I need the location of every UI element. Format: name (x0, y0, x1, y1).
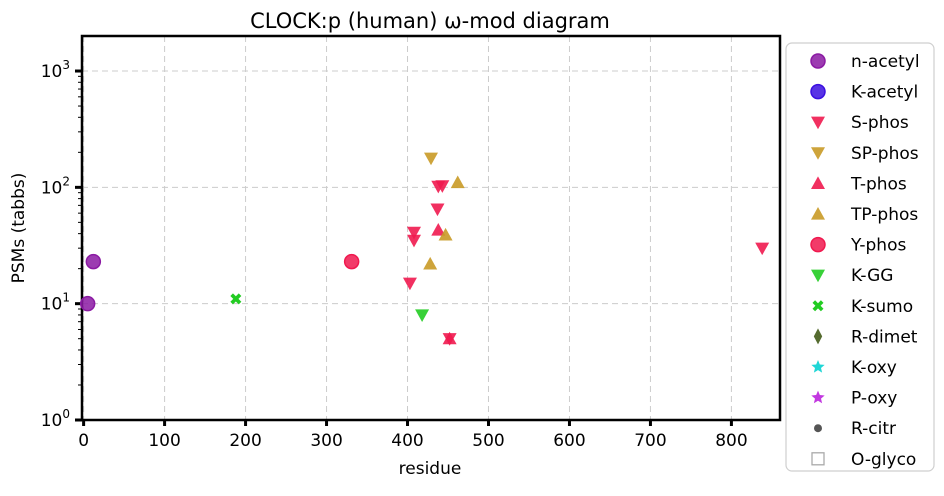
legend-marker-o-glyco (811, 452, 825, 466)
legend-label: K-oxy (851, 358, 897, 378)
data-point-s-phos (406, 234, 421, 248)
x-tick-label: 0 (78, 431, 89, 451)
data-point-n-acetyl (85, 253, 102, 270)
legend-marker-t-phos (811, 176, 825, 189)
data-point-s-phos (406, 226, 421, 240)
x-tick-label: 600 (553, 431, 585, 451)
y-tick-exponent: 0 (62, 407, 70, 421)
legend: n-acetyl K-acetyl S-phos SP-phos T-phos TP-ph… (785, 42, 935, 472)
y-tick-exponent: 2 (62, 174, 70, 188)
y-tick-exponent: 1 (62, 291, 70, 305)
data-point-s-phos (402, 277, 417, 291)
x-tick-label: 100 (148, 431, 180, 451)
x-tick-label: 300 (310, 431, 342, 451)
y-tick-base: 10 (41, 295, 63, 315)
x-tick-label: 500 (472, 431, 504, 451)
legend-label: TP-phos (850, 205, 918, 225)
legend-label: S-phos (851, 113, 909, 133)
chart-title: CLOCK:p (human) ω-mod diagram (250, 9, 610, 33)
plot-frame (80, 34, 782, 422)
data-point-s-phos (430, 203, 445, 217)
legend-label: R-dimet (851, 327, 918, 347)
data-point-s-phos (431, 180, 446, 194)
data-point-y-phos (343, 253, 360, 270)
legend-marker-k-sumo (812, 300, 824, 312)
y-tick-base: 10 (41, 411, 63, 431)
x-tick-label: 700 (634, 431, 666, 451)
y-tick-base: 10 (41, 178, 63, 198)
y-tick-label: 101 (41, 291, 70, 315)
legend-label: K-GG (851, 266, 893, 286)
legend-marker-n-acetyl (810, 53, 826, 69)
x-axis-label: residue (399, 459, 462, 479)
data-point-s-phos (755, 242, 770, 256)
grid-layer (82, 36, 780, 420)
legend-label: R-citr (851, 419, 896, 439)
y-axis-label: PSMs (tabbs) (9, 173, 29, 284)
legend-label: O-glyco (851, 450, 916, 470)
legend-marker-r-dimet (813, 328, 823, 345)
legend-marker-k-acetyl (810, 83, 826, 100)
y-tick-label: 100 (41, 407, 70, 431)
x-tick-label: 200 (229, 431, 261, 451)
x-tick-label: 800 (715, 431, 747, 451)
legend-label: n-acetyl (851, 52, 920, 72)
legend-marker-k-gg (811, 269, 825, 283)
legend-marker-tp-phos (811, 207, 825, 220)
legend-label: K-sumo (851, 297, 913, 317)
legend-label: K-acetyl (851, 83, 918, 103)
y-tick-exponent: 3 (62, 58, 70, 72)
legend-marker-sp-phos (811, 147, 825, 160)
legend-label: Y-phos (850, 236, 906, 256)
data-point-sp-phos (424, 152, 438, 166)
data-point-t-phos (442, 331, 457, 345)
legend-label: T-phos (850, 174, 907, 194)
data-point-k-sumo (230, 293, 242, 305)
x-tick-label: 400 (391, 431, 423, 451)
legend-marker-y-phos (810, 236, 826, 253)
legend-marker-p-oxy (811, 390, 825, 404)
y-tick-label: 103 (41, 58, 70, 82)
legend-marker-r-citr (814, 424, 822, 433)
y-tick-base: 10 (41, 62, 63, 82)
data-point-t-phos (431, 222, 446, 236)
legend-label: P-oxy (851, 389, 897, 409)
data-point-tp-phos (450, 175, 465, 189)
legend-label: SP-phos (851, 144, 919, 164)
data-point-tp-phos (423, 256, 438, 270)
y-tick-label: 102 (41, 174, 70, 198)
data-point-n-acetyl (79, 295, 96, 312)
points-layer (79, 152, 770, 346)
data-point-tp-phos (438, 227, 453, 241)
legend-marker-k-oxy (811, 360, 825, 373)
data-point-k-gg (415, 309, 430, 322)
legend-marker-s-phos (811, 116, 825, 130)
